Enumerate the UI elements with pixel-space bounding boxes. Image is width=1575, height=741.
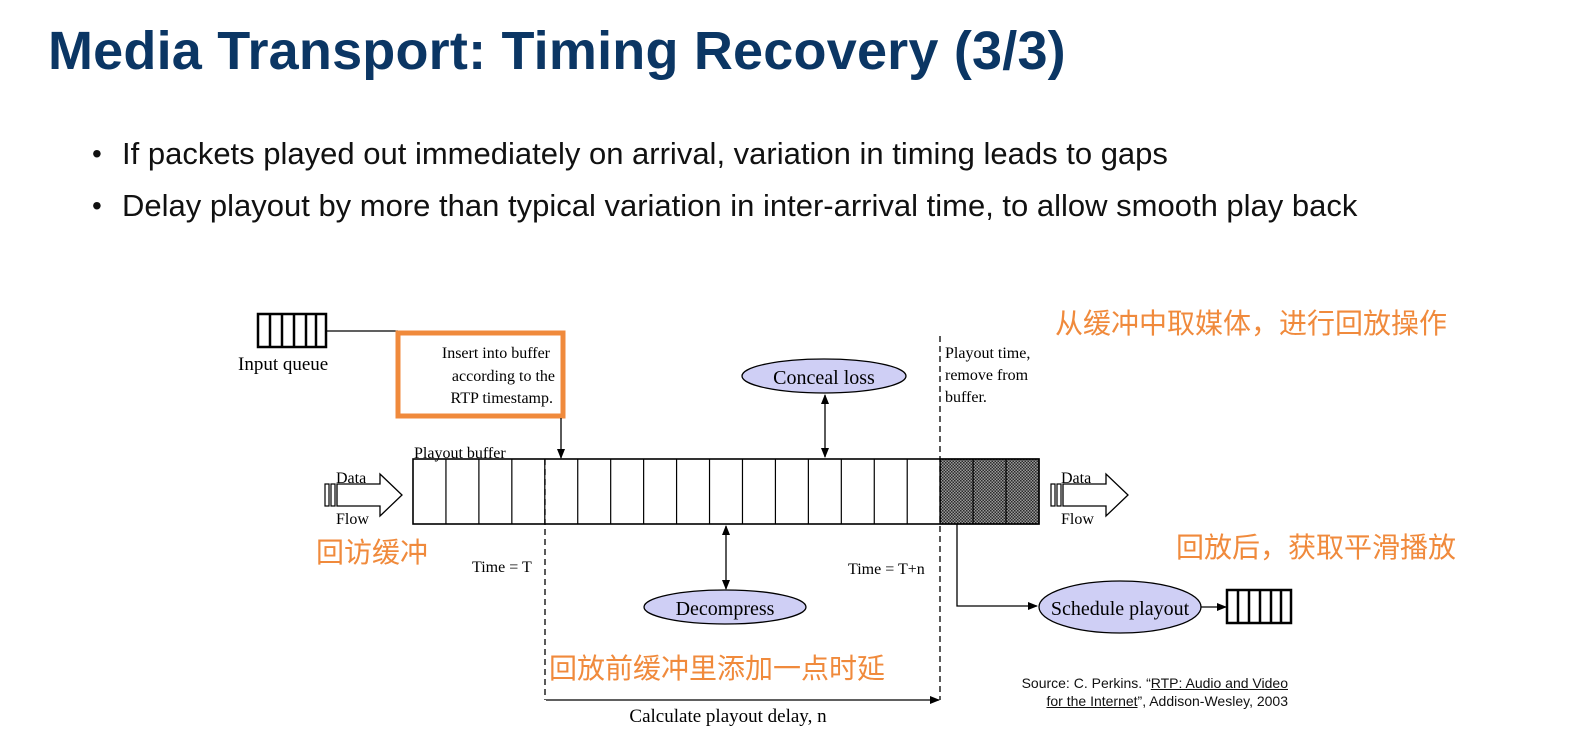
annotation-bottom: 回放前缓冲里添加一点时延 <box>549 652 885 685</box>
bullet-text: Delay playout by more than typical varia… <box>122 188 1358 223</box>
decompress-ellipse <box>643 589 807 625</box>
annotation-left: 回访缓冲 <box>316 536 428 569</box>
flow-in-label: Flow <box>336 511 369 528</box>
input-queue-icon <box>256 312 328 349</box>
buffer-outline <box>412 458 1040 525</box>
annotation-right: 回放后，获取平滑播放 <box>1176 531 1456 564</box>
source-link-title-1[interactable]: RTP: Audio and Video <box>1150 675 1288 691</box>
playout-buffer-label: Playout buffer <box>414 445 506 462</box>
played-out-slots <box>939 458 1040 525</box>
schedule-arrow <box>956 524 1038 610</box>
bullet-text: If packets played out immediately on arr… <box>122 136 1168 171</box>
slide-title: Media Transport: Timing Recovery (3/3) <box>48 21 1066 81</box>
source-prefix: Source: C. Perkins. “ <box>1021 675 1151 691</box>
schedule-playout-label: Schedule playout <box>1051 598 1190 620</box>
insert-text-line2: according to the <box>452 368 555 385</box>
insert-text-line3: RTP timestamp. <box>451 390 553 407</box>
data-out-label: Data <box>1061 470 1091 487</box>
insert-text-line1: Insert into buffer <box>442 345 551 362</box>
data-flow-out-arrow-icon <box>1050 472 1129 518</box>
source-citation: Source: C. Perkins. “RTP: Audio and Vide… <box>960 674 1288 710</box>
flow-out-label: Flow <box>1061 511 1094 528</box>
conceal-loss-label: Conceal loss <box>773 367 875 389</box>
source-suffix: ”, Addison-Wesley, 2003 <box>1137 693 1288 709</box>
bullet-item: • Delay playout by more than typical vari… <box>92 186 1357 238</box>
calc-delay-label: Calculate playout delay, n <box>629 706 827 727</box>
time-t-label: Time = T <box>472 559 532 576</box>
output-queue-icon <box>1225 588 1293 625</box>
insert-box-highlight <box>395 330 566 419</box>
data-in-label: Data <box>336 470 366 487</box>
bullet-dot: • <box>92 138 102 169</box>
data-flow-in-arrow-icon <box>324 472 403 518</box>
decompress-label: Decompress <box>676 598 775 620</box>
bullet-list: • If packets played out immediately on ar… <box>92 134 1357 238</box>
time-tn-label: Time = T+n <box>848 561 925 578</box>
playout-text-line2: remove from <box>945 367 1029 384</box>
bullet-item: • If packets played out immediately on ar… <box>92 134 1357 186</box>
annotation-top-right: 从缓冲中取媒体，进行回放操作 <box>1055 307 1447 340</box>
input-queue-label: Input queue <box>238 354 328 375</box>
conceal-loss-ellipse <box>741 358 907 394</box>
bullet-dot: • <box>92 190 102 221</box>
playout-text-line1: Playout time, <box>945 345 1030 362</box>
source-link-title-2[interactable]: for the Internet <box>1046 693 1138 709</box>
playout-text-line3: buffer. <box>945 389 987 406</box>
playout-buffer <box>412 458 1040 525</box>
